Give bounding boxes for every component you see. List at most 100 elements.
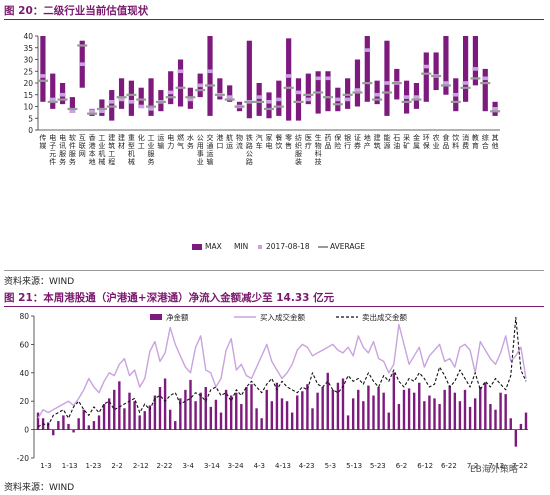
net-flow-bar (377, 387, 380, 430)
average-mark (264, 107, 274, 111)
average-mark (106, 105, 117, 108)
x-tick-label: 纺织服装 (295, 133, 302, 166)
current-value-mark (452, 92, 459, 97)
net-flow-bar (219, 412, 223, 430)
net-flow-bar (52, 429, 55, 436)
average-mark (401, 100, 412, 103)
current-value-mark (374, 92, 381, 97)
net-flow-bar (428, 395, 431, 430)
x-tick-label: 5-23 (370, 462, 386, 470)
current-value-mark (39, 74, 46, 78)
net-flow-bar (423, 401, 426, 430)
net-flow-bar (336, 382, 340, 430)
net-flow-bar (326, 372, 329, 430)
net-flow-bar (301, 391, 304, 430)
legend-label-min: MIN (234, 242, 248, 251)
net-flow-bar (229, 395, 233, 430)
net-flow-bar (270, 401, 274, 430)
y-tick-label: 0 (28, 126, 33, 135)
average-mark (490, 110, 501, 113)
net-flow-bar (499, 392, 502, 430)
x-tick-label: 化工 (138, 133, 145, 150)
net-flow-bar (46, 422, 50, 430)
average-mark (303, 93, 314, 96)
x-tick-label: 其他 (492, 134, 499, 150)
net-flow-bar (143, 411, 146, 430)
net-flow-bar (463, 389, 467, 430)
x-tick-label: 传媒 (39, 133, 46, 150)
current-value-mark (295, 90, 302, 95)
average-mark (283, 86, 294, 89)
legend-swatch-net (150, 314, 162, 320)
net-flow-bar (412, 392, 416, 430)
x-tick-label: 7-12 (488, 462, 504, 470)
average-mark (234, 105, 245, 108)
net-flow-bar (504, 394, 507, 430)
net-flow-bar (372, 395, 375, 430)
range-bar (423, 52, 429, 102)
current-value-mark (423, 64, 430, 69)
current-value-mark (49, 97, 56, 102)
fig20-bottom-rule (4, 270, 544, 271)
range-bar (266, 92, 272, 119)
net-flow-bar (484, 382, 487, 430)
average-mark (352, 91, 363, 94)
net-flow-bar (113, 389, 116, 430)
x-tick-label: 汽车 (256, 133, 263, 150)
average-mark (470, 77, 481, 80)
net-flow-bar (448, 385, 451, 430)
net-flow-bar (199, 392, 202, 430)
x-tick-label: 铁路公路 (246, 133, 253, 166)
current-value-mark (413, 95, 420, 99)
y-tick-label: 0 (24, 426, 29, 435)
x-tick-label: 医疗 (305, 134, 312, 150)
current-value-mark (383, 81, 390, 85)
range-bar (40, 36, 46, 102)
net-flow-bar (458, 401, 462, 430)
current-value-mark (207, 69, 214, 74)
x-tick-label: 建筑工程 (108, 133, 115, 166)
net-flow-bar (57, 421, 60, 430)
range-bar (443, 36, 449, 95)
x-tick-label: 1-13 (62, 462, 78, 470)
average-mark (165, 96, 176, 99)
net-flow-bar (407, 388, 411, 430)
net-flow-bar (260, 418, 263, 430)
x-tick-label: 农业 (433, 133, 440, 150)
net-flow-bar (468, 406, 472, 430)
net-flow-bar (453, 392, 457, 430)
net-flow-bar (179, 398, 182, 430)
x-tick-label: 香港本地 (89, 133, 96, 166)
x-tick-label: 2-12 (133, 462, 149, 470)
y-tick-label: 35 (23, 44, 33, 53)
x-tick-label: 证券 (354, 134, 361, 150)
net-flow-bar (392, 372, 396, 430)
net-flow-bar (489, 404, 492, 430)
average-mark (175, 86, 186, 89)
net-flow-bar (331, 389, 335, 430)
x-tick-label: 建筑 (374, 133, 381, 150)
current-value-mark (275, 97, 282, 102)
legend-label-net: 净金额 (166, 312, 189, 322)
y-tick-label: 60 (19, 340, 29, 349)
net-flow-bar (275, 382, 279, 430)
x-tick-label: 餐饮 (275, 133, 282, 150)
x-tick-label: 2-22 (157, 462, 173, 470)
net-flow-bar (184, 389, 187, 430)
current-value-mark (118, 97, 125, 102)
legend-swatch-current (258, 245, 262, 249)
average-mark (293, 100, 304, 103)
current-value-mark (492, 107, 499, 111)
fig20-title: 图 20：二级行业当前估值现状 (4, 5, 149, 17)
net-flow-bar (524, 412, 528, 430)
x-tick-label: 电讯服务 (59, 133, 66, 166)
y-tick-label: 20 (23, 79, 33, 88)
x-tick-label: 5-13 (346, 462, 362, 470)
range-bar (482, 68, 488, 112)
net-flow-bar (433, 398, 436, 430)
net-flow-bar (346, 415, 350, 430)
x-tick-label: 家电 (266, 133, 273, 150)
current-value-mark (334, 97, 341, 102)
average-mark (224, 98, 235, 101)
net-flow-bar (194, 401, 197, 430)
